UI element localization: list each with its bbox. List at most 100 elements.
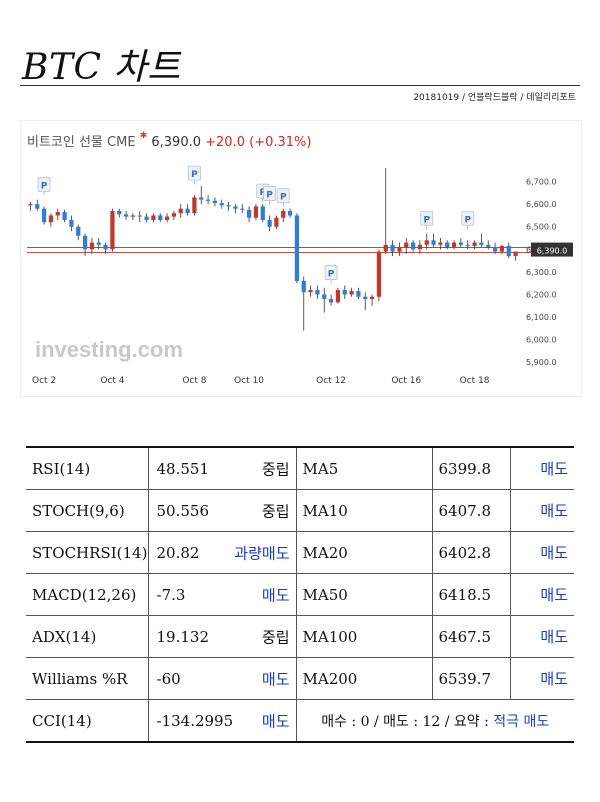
watermark-text: investing.com — [35, 337, 183, 362]
y-tick-label: 6,100.0 — [526, 313, 557, 322]
event-marker-label: P — [328, 269, 335, 279]
candle-body — [363, 296, 368, 299]
candle-body — [62, 212, 67, 220]
indicator-name: MACD(12,26) — [26, 573, 149, 616]
indicator-row-summary: CCI(14) -134.2995 매도 매수 : 0 / 매도 : 12 / 요약 … — [26, 699, 574, 742]
ma-value: 6539.7 — [431, 657, 511, 700]
candle-body — [274, 217, 279, 227]
candle-body — [328, 299, 334, 303]
ma-name: MA200 — [295, 657, 433, 700]
candle-body — [185, 208, 190, 214]
candle-body — [164, 216, 170, 220]
ma-name: MA100 — [295, 615, 433, 658]
indicator-value-cell: -134.2995 매도 — [147, 699, 297, 742]
candle-body — [342, 289, 347, 295]
candle-body — [69, 219, 74, 227]
ma-name: MA50 — [295, 573, 433, 616]
candle-body — [226, 205, 231, 207]
candle-body — [315, 289, 320, 295]
x-tick-label: Oct 4 — [100, 376, 124, 386]
candle-body — [219, 203, 224, 206]
candle-body — [158, 215, 163, 220]
chart-title: 비트코인 선물 CME — [27, 135, 136, 150]
candle-body — [96, 242, 101, 245]
event-marker-label: P — [280, 193, 287, 203]
indicator-value-cell: 20.82 과량매도 — [147, 531, 297, 574]
candle-body — [376, 251, 382, 297]
y-tick-label: 5,900.0 — [526, 358, 557, 367]
indicator-signal: 중립 — [261, 502, 290, 520]
indicator-name: ADX(14) — [26, 615, 149, 658]
price-change: +20.0 — [205, 135, 245, 150]
indicator-row: STOCHRSI(14) 20.82 과량매도 MA20 6402.8 매도 — [26, 531, 574, 574]
candle-body — [281, 210, 286, 218]
indicator-row: MACD(12,26) -7.3 매도 MA50 6418.5 매도 — [26, 573, 574, 616]
ma-value: 6407.8 — [431, 489, 511, 532]
indicator-value: 50.556 — [156, 501, 210, 520]
candle-body — [308, 289, 313, 293]
indicator-signal: 중립 — [261, 460, 290, 478]
indicator-row: ADX(14) 19.132 중립 MA100 6467.5 매도 — [26, 615, 574, 658]
candle-body — [383, 244, 388, 252]
candle-body — [260, 206, 265, 220]
candle-body — [499, 245, 505, 252]
indicator-value-cell: 48.551 중립 — [147, 447, 297, 490]
indicator-name: STOCHRSI(14) — [26, 531, 149, 574]
candle-body — [417, 244, 423, 250]
candle-body — [506, 245, 511, 257]
candle-body — [130, 215, 136, 217]
candle-body — [199, 197, 204, 200]
ma-name: MA20 — [295, 531, 433, 574]
indicator-signal: 중립 — [261, 628, 290, 646]
ma-value: 6399.8 — [431, 447, 511, 490]
candle-body — [240, 208, 245, 210]
y-tick-label: 6,200.0 — [526, 290, 557, 299]
indicator-name: RSI(14) — [26, 447, 149, 490]
candle-body — [137, 215, 142, 217]
y-tick-label: 6,500.0 — [526, 223, 557, 232]
ma-signal: 매도 — [509, 615, 574, 658]
candle-body — [458, 242, 464, 245]
ma-signal: 매도 — [509, 489, 574, 532]
ma-signal: 매도 — [509, 447, 574, 490]
candlestick-chart-svg: investing.com6,700.06,600.06,500.06,400.… — [27, 165, 573, 386]
event-marker-flag — [324, 265, 338, 280]
x-tick-label: Oct 2 — [32, 376, 56, 386]
indicator-value: -60 — [156, 669, 181, 688]
ma-signal: 매도 — [509, 531, 574, 574]
x-tick-label: Oct 18 — [460, 376, 490, 386]
candle-body — [246, 209, 252, 218]
y-tick-label: 6,300.0 — [526, 268, 557, 277]
candle-body — [513, 251, 518, 257]
ma-name: MA5 — [295, 447, 433, 490]
candle-body — [356, 291, 361, 297]
candle-body — [369, 296, 375, 299]
candle-body — [451, 242, 457, 248]
summary-text: 매수 : 0 / 매도 : 12 / 요약 : — [321, 713, 494, 730]
live-star-icon: ✱ — [139, 131, 148, 141]
ma-signal: 매도 — [509, 573, 574, 616]
candle-body — [322, 294, 327, 299]
event-marker-flag — [461, 210, 475, 226]
candle-body — [76, 226, 81, 236]
candle-body — [192, 197, 197, 214]
chart-header: 비트코인 선물 CME ✱ 6,390.0 +20.0 (+0.31%) — [27, 131, 311, 150]
price-chart: investing.com6,700.06,600.06,500.06,400.… — [20, 120, 582, 397]
candle-body — [117, 210, 122, 215]
candle-body — [267, 219, 272, 227]
indicator-value-cell: -60 매도 — [147, 657, 297, 700]
candle-body — [55, 212, 60, 216]
event-marker-flag — [420, 210, 434, 226]
candle-body — [472, 242, 477, 246]
ma-name: MA10 — [295, 489, 433, 532]
x-tick-label: Oct 10 — [234, 376, 264, 386]
candle-body — [82, 235, 88, 250]
candle-body — [35, 204, 40, 209]
x-tick-label: Oct 16 — [391, 376, 421, 386]
candle-body — [431, 240, 436, 245]
candle-body — [123, 214, 129, 217]
ma-value: 6402.8 — [431, 531, 511, 574]
indicator-rows: RSI(14) 48.551 중립 MA5 6399.8 매도 STOCH(9,6) 50.5… — [26, 447, 574, 742]
event-marker-flag — [37, 176, 51, 192]
summary-cell: 매수 : 0 / 매도 : 12 / 요약 : 적극 매도 — [295, 699, 574, 742]
